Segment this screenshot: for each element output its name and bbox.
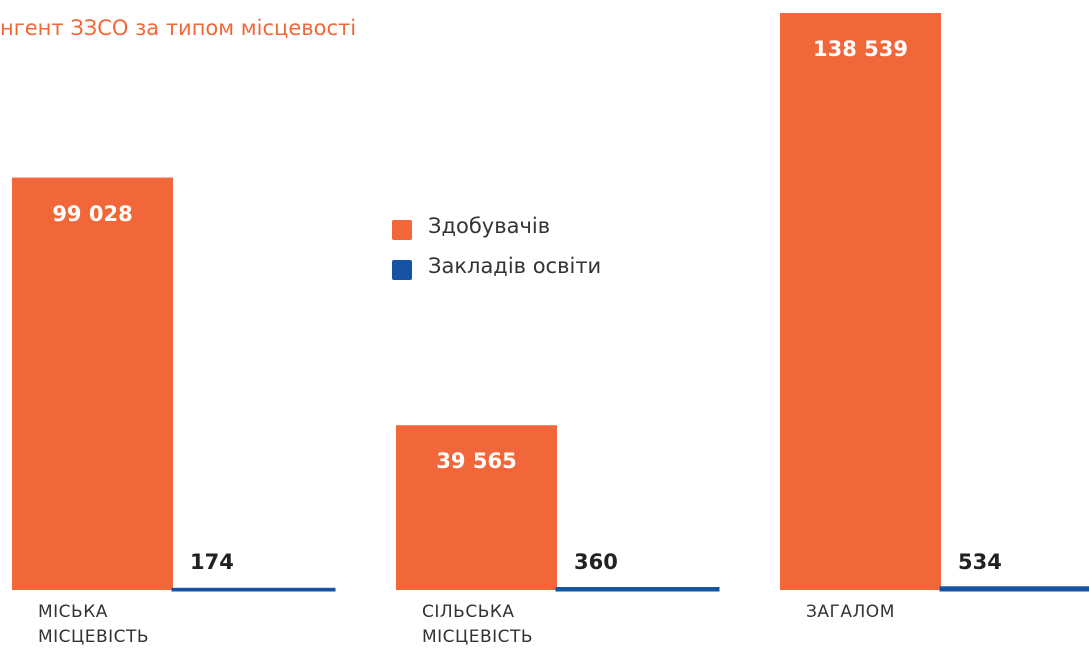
value-label: 99 028: [52, 201, 133, 226]
legend-swatch: [392, 220, 412, 240]
value-label: 534: [958, 550, 1002, 574]
legend-label: Закладів освіти: [428, 254, 602, 278]
bar: [555, 587, 720, 592]
bar: [396, 425, 557, 590]
value-label: 360: [574, 550, 618, 574]
value-label: 174: [190, 550, 234, 574]
legend-swatch: [392, 260, 412, 280]
bar: [939, 586, 1089, 592]
value-label: 39 565: [436, 449, 517, 474]
x-tick-label: СІЛЬСЬКА МІСЦЕВІСТЬ: [422, 602, 534, 647]
x-tick-label: ЗАГАЛОМ: [806, 602, 895, 622]
value-label: 138 539: [813, 37, 908, 61]
legend-label: Здобувачів: [428, 214, 551, 238]
bar: [780, 13, 941, 590]
chart-title: нгент ЗЗСО за типом місцевості: [0, 16, 357, 40]
bar: [171, 587, 336, 592]
x-tick-label: МІСЬКА МІСЦЕВІСТЬ: [38, 602, 150, 647]
bar: [12, 177, 173, 590]
